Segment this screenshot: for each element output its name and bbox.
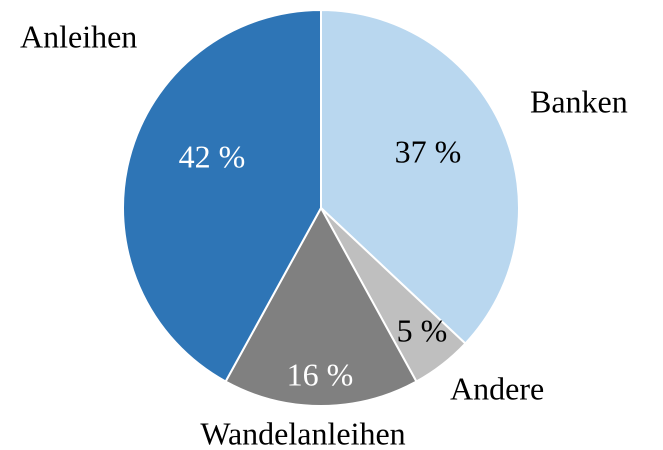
category-label: Andere bbox=[450, 370, 544, 406]
value-label: 37 % bbox=[395, 133, 462, 169]
category-label: Anleihen bbox=[20, 18, 137, 54]
category-label: Wandelanleihen bbox=[200, 415, 405, 450]
pie-slice bbox=[224, 205, 418, 407]
value-label: 16 % bbox=[287, 356, 354, 392]
pie-slice bbox=[122, 8, 322, 383]
pie-slice bbox=[320, 8, 520, 345]
value-label: 42 % bbox=[179, 138, 246, 174]
value-label: 5 % bbox=[397, 312, 448, 348]
category-label: Banken bbox=[530, 83, 628, 119]
